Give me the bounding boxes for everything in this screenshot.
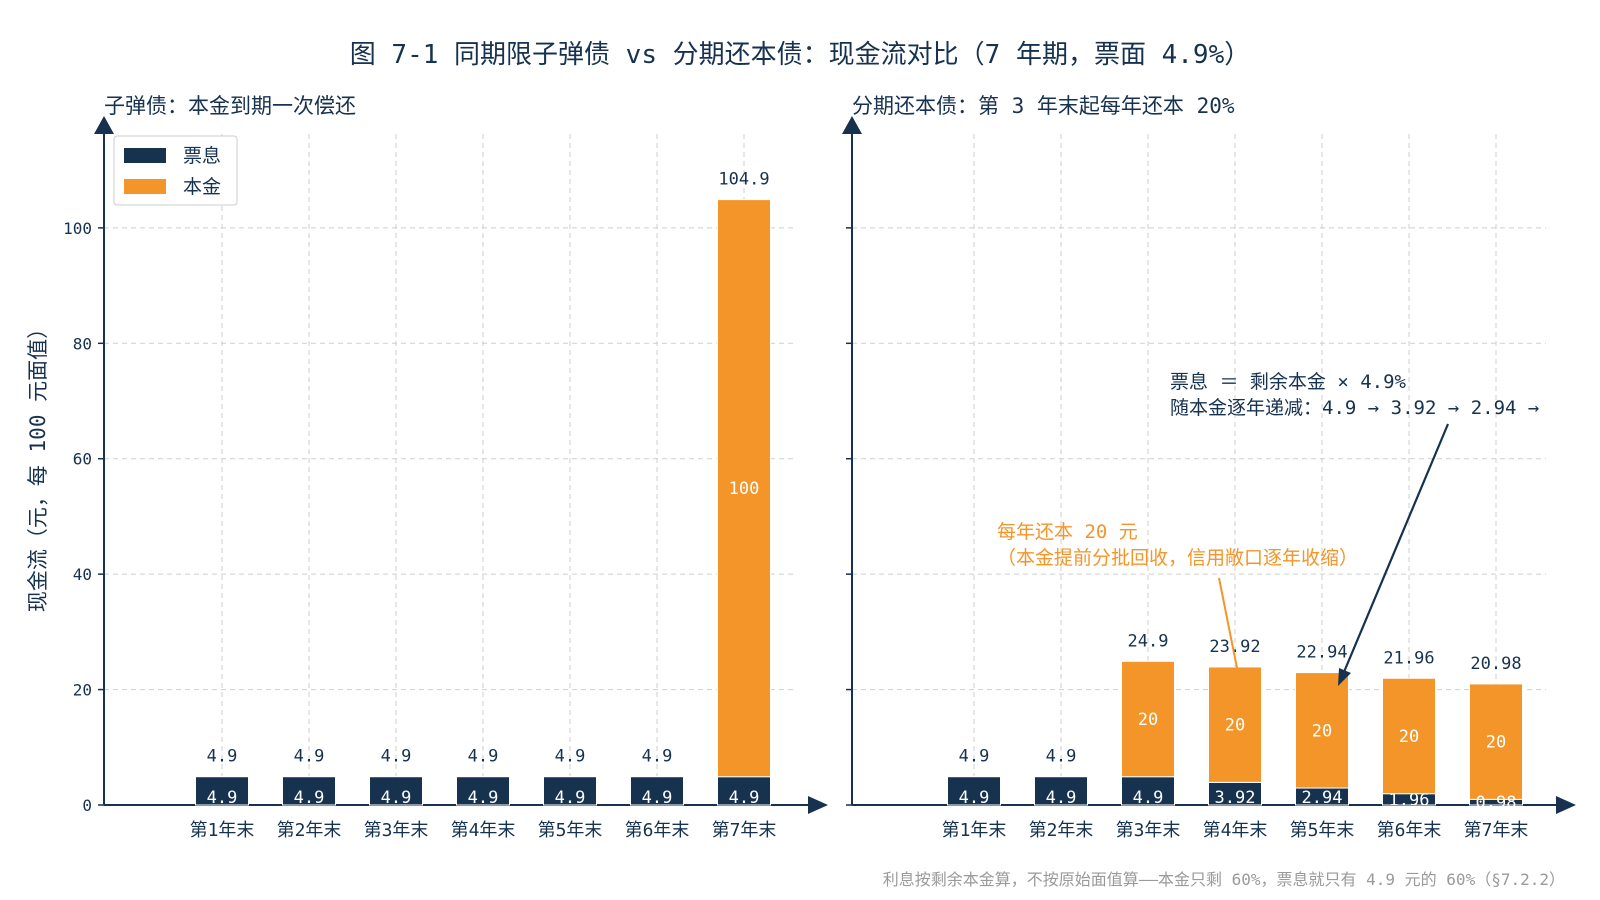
amortizing-principal-bar	[1469, 683, 1523, 800]
y-axis-label: 现金流（元，每 100 元面值）	[26, 318, 50, 612]
bullet-x-axis-arrow	[808, 796, 828, 814]
legend: 票息 本金	[113, 135, 238, 206]
bullet-category-label: 第5年末	[538, 820, 603, 841]
annotations: 票息 ＝ 剩余本金 × 4.9% 随本金逐年递减：4.9 → 3.92 → 2.…	[997, 371, 1539, 686]
bullet-category-label: 第4年末	[451, 820, 516, 841]
amortizing-total-label: 4.9	[959, 747, 990, 767]
principal-annotation-pointer	[1218, 577, 1240, 679]
amortizing-principal-label: 20	[1138, 710, 1158, 730]
amortizing-principal-bar	[1382, 677, 1436, 795]
amortizing-category-label: 第6年末	[1377, 820, 1442, 841]
bullet-bond-panel: 子弹债：本金到期一次偿还 0 20 40 60 80 100 4.9 4.9 第1年末 4.9 4.9…	[63, 94, 828, 841]
coupon-annotation-line1: 票息 ＝ 剩余本金 × 4.9%	[1170, 371, 1407, 393]
amortizing-coupon-label: 4.9	[1046, 788, 1077, 808]
bullet-y-tick-label: 100	[63, 219, 92, 238]
coupon-annotation-line2: 随本金逐年递减：4.9 → 3.92 → 2.94 →	[1170, 397, 1539, 419]
amortizing-principal-bar	[1208, 666, 1262, 783]
principal-annotation-line1: 每年还本 20 元	[997, 521, 1138, 543]
amortizing-coupon-bar	[1034, 776, 1088, 806]
bullet-y-tick-label: 60	[73, 450, 92, 469]
amortizing-bond-panel: 分期还本债：第 3 年末起每年还本 20% 4.9 4.9 第1年末 4.9 4.9 第2年…	[842, 94, 1576, 841]
bullet-coupon-bar	[717, 776, 771, 806]
amortizing-principal-label: 20	[1486, 733, 1506, 753]
bullet-subtitle: 子弹债：本金到期一次偿还	[104, 94, 356, 118]
bullet-category-label: 第2年末	[277, 820, 342, 841]
bullet-coupon-bar	[456, 776, 510, 806]
bullet-y-tick-label: 20	[73, 681, 92, 700]
amortizing-coupon-label: 4.9	[1133, 788, 1164, 808]
bullet-coupon-label: 4.9	[555, 788, 586, 808]
amortizing-coupon-label: 0.98	[1476, 793, 1517, 813]
bullet-total-label: 104.9	[718, 170, 769, 190]
amortizing-coupon-bar	[1121, 776, 1175, 806]
bullet-total-label: 4.9	[207, 747, 238, 767]
bullet-coupon-label: 4.9	[207, 788, 238, 808]
bullet-category-label: 第3年末	[364, 820, 429, 841]
amortizing-category-label: 第3年末	[1116, 820, 1181, 841]
coupon-annotation-arrow	[1342, 423, 1450, 673]
bullet-coupon-label: 4.9	[642, 788, 673, 808]
footnote: 利息按剩余本金算，不按原始面值算——本金只剩 60%，票息就只有 4.9 元的 …	[883, 870, 1565, 889]
bullet-y-tick-label: 0	[82, 796, 92, 815]
bullet-coupon-label: 4.9	[729, 788, 760, 808]
bullet-coupon-label: 4.9	[381, 788, 412, 808]
amortizing-principal-label: 20	[1312, 721, 1332, 741]
amortizing-principal-label: 20	[1225, 716, 1245, 736]
bullet-coupon-bar	[195, 776, 249, 806]
amortizing-subtitle: 分期还本债：第 3 年末起每年还本 20%	[852, 94, 1235, 118]
bullet-coupon-bar	[369, 776, 423, 806]
bullet-total-label: 4.9	[294, 747, 325, 767]
principal-annotation-line2: （本金提前分批回收，信用敞口逐年收缩）	[997, 547, 1358, 569]
amortizing-category-label: 第5年末	[1290, 820, 1355, 841]
amortizing-coupon-label: 4.9	[959, 788, 990, 808]
bullet-coupon-label: 4.9	[294, 788, 325, 808]
amortizing-coupon-label: 3.92	[1215, 788, 1256, 808]
amortizing-principal-label: 20	[1399, 727, 1419, 747]
amortizing-x-axis-arrow	[1556, 796, 1576, 814]
amortizing-total-label: 20.98	[1470, 654, 1521, 674]
amortizing-category-label: 第4年末	[1203, 820, 1268, 841]
amortizing-total-label: 21.96	[1383, 648, 1434, 668]
bullet-category-label: 第1年末	[190, 820, 255, 841]
bullet-coupon-bar	[282, 776, 336, 806]
legend-swatch-coupon	[124, 148, 166, 163]
bullet-category-label: 第7年末	[712, 820, 777, 841]
bullet-principal-label: 100	[729, 479, 760, 499]
bullet-total-label: 4.9	[381, 747, 412, 767]
bullet-total-label: 4.9	[642, 747, 673, 767]
bullet-coupon-label: 4.9	[468, 788, 499, 808]
bullet-y-tick-label: 40	[73, 565, 92, 584]
bullet-y-axis-arrow	[94, 116, 114, 134]
bullet-total-label: 4.9	[555, 747, 586, 767]
amortizing-total-label: 23.92	[1209, 637, 1260, 657]
amortizing-category-label: 第1年末	[942, 820, 1007, 841]
amortizing-category-label: 第2年末	[1029, 820, 1094, 841]
amortizing-total-label: 4.9	[1046, 747, 1077, 767]
bullet-principal-bar	[717, 199, 771, 778]
amortizing-coupon-label: 1.96	[1389, 790, 1430, 810]
amortizing-y-axis-arrow	[842, 116, 862, 134]
amortizing-principal-bar	[1295, 672, 1349, 789]
legend-label-principal: 本金	[183, 176, 221, 198]
chart-title: 图 7-1 同期限子弹债 vs 分期还本债：现金流对比（7 年期，票面 4.9%…	[350, 40, 1250, 70]
amortizing-category-label: 第7年末	[1464, 820, 1529, 841]
amortizing-coupon-bar	[947, 776, 1001, 806]
bullet-total-label: 4.9	[468, 747, 499, 767]
bullet-coupon-bar	[543, 776, 597, 806]
amortizing-total-label: 22.94	[1296, 643, 1347, 663]
bullet-category-label: 第6年末	[625, 820, 690, 841]
amortizing-total-label: 24.9	[1128, 631, 1169, 651]
legend-label-coupon: 票息	[183, 145, 221, 167]
legend-swatch-principal	[124, 179, 166, 194]
bullet-coupon-bar	[630, 776, 684, 806]
amortizing-coupon-label: 2.94	[1302, 788, 1343, 808]
bullet-y-tick-label: 80	[73, 334, 92, 353]
amortizing-principal-bar	[1121, 660, 1175, 778]
coupon-annotation-arrowhead	[1338, 668, 1351, 686]
